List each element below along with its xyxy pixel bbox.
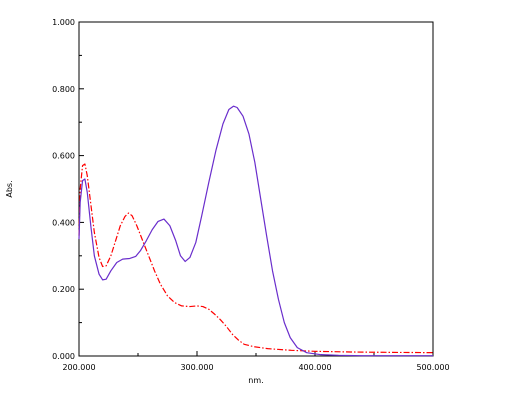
y-tick-label: 0.400 <box>52 218 75 227</box>
x-tick-label: 500.000 <box>416 363 449 372</box>
series-line <box>78 163 434 354</box>
series-line <box>78 105 433 357</box>
x-tick-label: 200.000 <box>62 363 95 372</box>
y-tick-label: 0.000 <box>52 352 75 361</box>
x-tick-label: 300.000 <box>180 363 213 372</box>
y-tick-label: 1.000 <box>52 18 75 27</box>
x-tick-label: 400.000 <box>298 363 331 372</box>
y-axis-label: Abs. <box>5 180 14 197</box>
y-tick-label: 0.200 <box>52 285 75 294</box>
plot-frame <box>78 21 434 357</box>
y-tick-label: 0.800 <box>52 85 75 94</box>
x-axis-label: nm. <box>248 376 263 385</box>
y-tick-label: 0.600 <box>52 152 75 161</box>
